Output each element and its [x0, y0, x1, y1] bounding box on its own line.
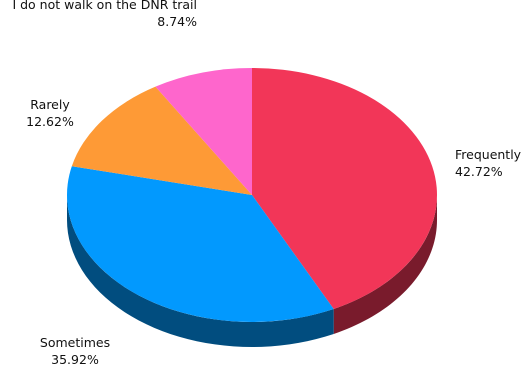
percent-label: 42.72%	[455, 164, 503, 179]
slice-label: Sometimes 35.92%	[30, 334, 120, 368]
percent-label: 8.74%	[157, 14, 197, 29]
slice-label: Frequently 42.72%	[455, 146, 529, 180]
category-label: Frequently	[455, 147, 522, 162]
slice	[71, 86, 252, 195]
category-label: I do not walk on the DNR trail	[12, 0, 197, 12]
percent-label: 35.92%	[51, 352, 99, 367]
slice	[252, 68, 437, 309]
slice	[155, 68, 252, 195]
slice-side	[333, 195, 437, 334]
category-label: Rarely	[30, 97, 70, 112]
slice	[67, 166, 334, 322]
slice-label: I do not walk on the DNR trail 8.74%	[5, 0, 197, 30]
category-label: Sometimes	[39, 335, 111, 350]
slice-label: Rarely 12.62%	[10, 96, 90, 130]
slice-side	[67, 195, 334, 347]
percent-label: 12.62%	[26, 114, 74, 129]
